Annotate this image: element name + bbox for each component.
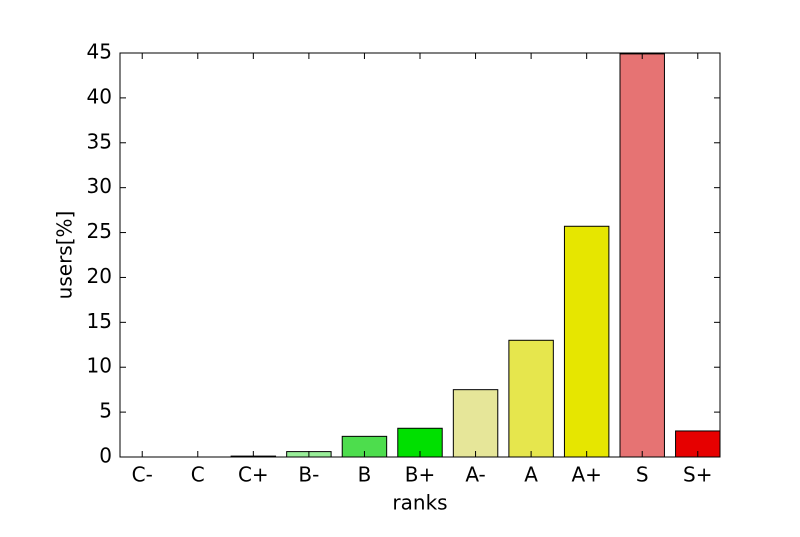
x-tick-label: C [191,463,205,487]
y-tick-label: 25 [87,219,112,243]
x-tick-label: B+ [405,463,435,487]
y-tick-label: 40 [87,84,112,108]
y-tick-label: 5 [99,399,112,423]
y-tick-label: 10 [87,354,112,378]
plot-frame [119,52,721,458]
y-tick-label: 15 [87,309,112,333]
x-tick-label: C- [132,463,153,487]
x-tick-label: S [636,463,649,487]
bar [452,389,499,457]
bar [563,225,610,457]
y-tick-label: 45 [87,40,112,64]
y-tick-label: 20 [87,264,112,288]
x-tick-label: S+ [683,463,712,487]
x-tick-label: C+ [238,463,269,487]
x-axis-label: ranks [392,491,447,515]
x-tick-label: A [524,463,538,487]
y-axis-label: users[%] [53,211,77,300]
y-tick-label: 35 [87,129,112,153]
x-tick-label: A- [465,463,485,487]
bar [508,339,554,457]
x-tick-label: B [358,463,372,487]
x-tick-label: B- [298,463,319,487]
y-tick-label: 30 [87,174,112,198]
y-tick-label: 0 [99,444,112,468]
x-tick-label: A+ [571,463,601,487]
bar [619,53,665,457]
